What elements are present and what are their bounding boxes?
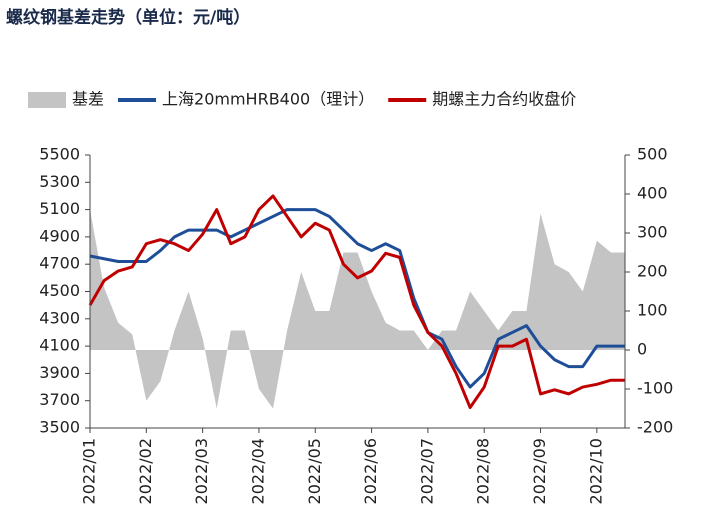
x-tick-label: 2022/06 [361, 438, 380, 504]
x-tick-label: 2022/01 [80, 438, 99, 504]
x-tick-label: 2022/07 [417, 438, 436, 504]
x-tick-label: 2022/09 [530, 438, 549, 504]
y-tick-label: 4300 [39, 308, 80, 327]
x-tick-label: 2022/08 [474, 438, 493, 504]
y-tick-label: 4500 [39, 281, 80, 300]
y2-tick-label: -100 [637, 379, 673, 398]
x-tick-label: 2022/10 [586, 438, 605, 504]
x-tick-label: 2022/04 [248, 438, 267, 504]
y-tick-label: 3700 [39, 390, 80, 409]
y-tick-label: 4900 [39, 226, 80, 245]
price-line [88, 194, 625, 410]
x-tick-label: 2022/02 [136, 438, 155, 504]
chart-title: 螺纹钢基差走势（单位：元/吨） [6, 7, 250, 28]
price-line [89, 208, 625, 389]
y2-tick-label: 100 [637, 301, 668, 320]
y2-tick-label: 500 [637, 145, 668, 164]
y-tick-label: 3500 [39, 418, 80, 437]
y-tick-label: 5500 [39, 145, 80, 164]
legend-label: 基差 [72, 90, 104, 109]
x-tick-label: 2022/03 [192, 438, 211, 504]
y2-tick-label: -200 [637, 418, 673, 437]
y2-tick-label: 400 [637, 184, 668, 203]
y-tick-label: 4100 [39, 336, 80, 355]
basis-area [90, 209, 625, 409]
y-tick-label: 4700 [39, 254, 80, 273]
x-tick-label: 2022/05 [305, 438, 324, 504]
y-tick-label: 5300 [39, 172, 80, 191]
y2-tick-label: 0 [637, 340, 647, 359]
y-tick-label: 5100 [39, 199, 80, 218]
legend-label: 期螺主力合约收盘价 [432, 90, 576, 109]
legend-label: 上海20mmHRB400（理计） [162, 90, 374, 109]
y2-tick-label: 200 [637, 262, 668, 281]
legend-swatch [28, 92, 66, 108]
y-tick-label: 3900 [39, 363, 80, 382]
y2-tick-label: 300 [637, 223, 668, 242]
